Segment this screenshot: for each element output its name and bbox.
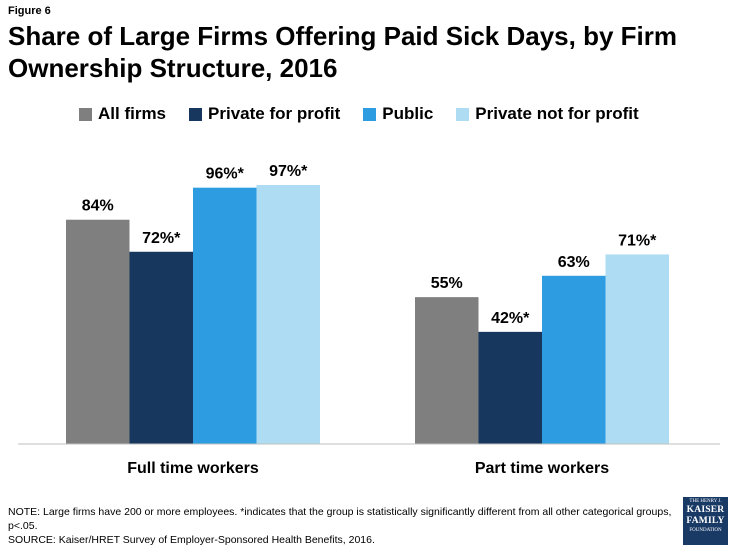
- footnote-note: NOTE: Large firms have 200 or more emplo…: [8, 506, 672, 532]
- logo-line-2: KAISER: [686, 505, 725, 515]
- legend-swatch: [363, 107, 377, 121]
- data-label: 96%*: [206, 166, 245, 183]
- bar: [478, 331, 542, 444]
- legend-label: All firms: [98, 104, 167, 123]
- figure-label: Figure 6: [8, 5, 51, 17]
- data-label: 84%: [82, 198, 114, 215]
- legend: All firms Private for profit Public Priv…: [79, 104, 662, 124]
- bar-chart: 84% 72%* 96%* 97%* Full time workers 55% 42%* 6…: [18, 163, 720, 477]
- data-label: 97%*: [269, 163, 308, 180]
- data-label: 63%: [558, 254, 590, 271]
- bar: [129, 251, 193, 444]
- legend-label: Private not for profit: [475, 104, 639, 123]
- bar: [542, 275, 606, 444]
- kff-logo: THE HENRY J. KAISER FAMILY FOUNDATION: [683, 497, 728, 545]
- legend-label: Private for profit: [208, 104, 341, 123]
- footnote-source: SOURCE: Kaiser/HRET Survey of Employer-S…: [8, 534, 375, 546]
- legend-swatch: [79, 107, 92, 121]
- legend-item-public: Public: [363, 104, 433, 124]
- bar: [605, 254, 669, 444]
- bar: [193, 187, 257, 444]
- bar: [415, 297, 479, 444]
- legend-item-private-not-for-profit: Private not for profit: [456, 104, 639, 124]
- data-label: 71%*: [618, 232, 657, 249]
- logo-line-1: THE HENRY J.: [689, 499, 722, 504]
- category-label: Part time workers: [475, 460, 609, 477]
- data-label: 72%*: [142, 230, 181, 247]
- logo-line-3: FAMILY: [686, 516, 725, 526]
- legend-label: Public: [382, 104, 434, 123]
- footnote: NOTE: Large firms have 200 or more emplo…: [8, 505, 688, 547]
- legend-swatch: [456, 107, 470, 121]
- chart-title: Share of Large Firms Offering Paid Sick …: [8, 21, 677, 83]
- bar: [66, 219, 130, 444]
- bar: [256, 185, 320, 444]
- data-label: 55%: [431, 275, 463, 292]
- logo-line-4: FOUNDATION: [689, 528, 722, 533]
- legend-swatch: [189, 107, 203, 121]
- legend-item-all-firms: All firms: [79, 104, 166, 124]
- legend-item-private-for-profit: Private for profit: [189, 104, 340, 124]
- category-label: Full time workers: [127, 460, 259, 477]
- data-label: 42%*: [491, 310, 530, 327]
